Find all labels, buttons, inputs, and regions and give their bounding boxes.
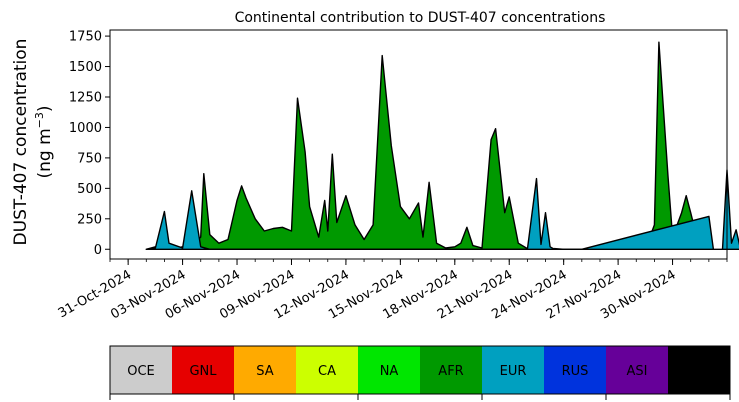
y-tick-label: 250 <box>77 212 102 227</box>
y-tick-label: 750 <box>77 151 102 166</box>
legend-label-afr: AFR <box>438 364 463 379</box>
legend-label-asi: ASI <box>627 364 648 379</box>
legend-swatch-oce <box>110 346 172 394</box>
y-tick-label: 1250 <box>69 90 102 105</box>
y-axis-label-close: ) <box>35 105 55 112</box>
legend-swatch-sa <box>234 346 296 394</box>
legend-swatch-asi <box>606 346 668 394</box>
y-tick-label: 500 <box>77 182 102 197</box>
legend-label-sa: SA <box>256 364 273 379</box>
y-tick-label: 0 <box>94 243 102 258</box>
legend-swatch-afr <box>420 346 482 394</box>
series-area-eur <box>145 169 739 250</box>
legend-label-gnl: GNL <box>189 364 217 379</box>
legend-label-ca: CA <box>318 364 336 379</box>
legend-swatch-ca <box>296 346 358 394</box>
y-axis-label-line1: DUST-407 concentration <box>11 39 31 246</box>
chart-title: Continental contribution to DUST-407 con… <box>235 10 606 26</box>
legend-swatch-rus <box>544 346 606 394</box>
legend-label-oce: OCE <box>127 364 155 379</box>
y-axis-label-unit: (ng m <box>35 128 55 178</box>
legend-swatch-gnl <box>172 346 234 394</box>
legend-label-aus: AUS <box>686 364 713 379</box>
legend-frame <box>109 345 731 395</box>
legend-label-rus: RUS <box>562 364 589 379</box>
legend: OCE GNL SA CA NA AFR EUR RUS ASI AUS <box>109 345 731 400</box>
legend-label-na: NA <box>380 364 399 379</box>
y-tick-label: 1000 <box>69 121 102 136</box>
y-tick-label: 1750 <box>69 30 102 45</box>
legend-swatch-aus <box>668 346 730 394</box>
y-tick-label: 1500 <box>69 60 102 75</box>
legend-swatch-na <box>358 346 420 394</box>
legend-swatch-eur <box>482 346 544 394</box>
y-axis-label: DUST-407 concentration (ng m−3) <box>11 39 55 246</box>
legend-label-eur: EUR <box>500 364 527 379</box>
plot-area <box>145 41 739 250</box>
series-area-afr <box>145 41 710 250</box>
y-axis-label-line2: (ng m−3) <box>33 105 55 178</box>
y-axis-label-exponent: −3 <box>33 112 46 128</box>
